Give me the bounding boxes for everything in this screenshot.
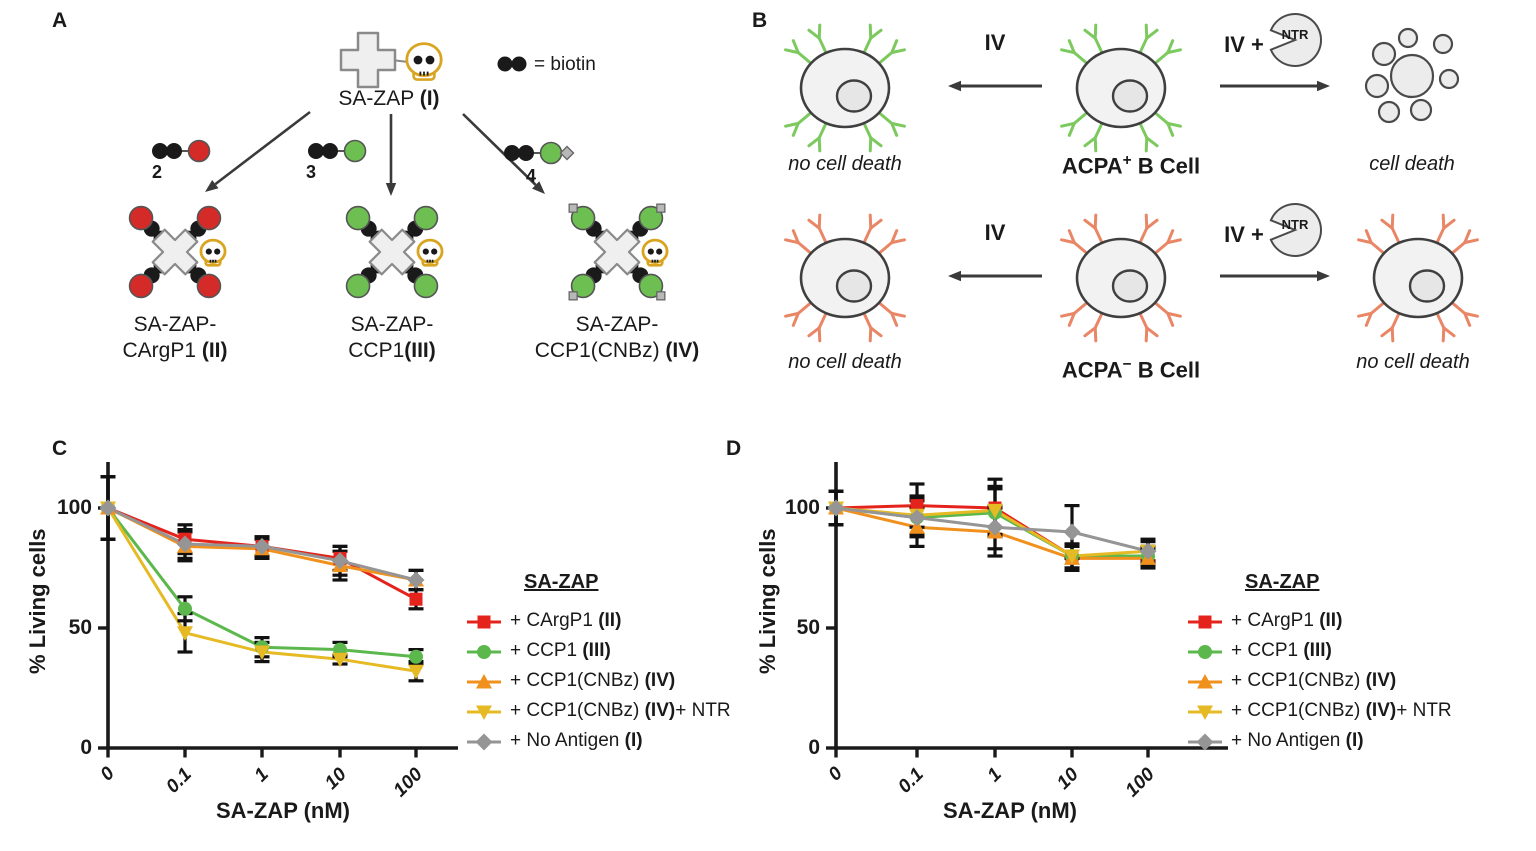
chart-C-legend-title: SA-ZAP bbox=[524, 571, 599, 593]
chart-D-ytick-0: 0 bbox=[808, 736, 820, 759]
row1-right-outcome-label: cell death bbox=[1369, 153, 1455, 175]
chart-D-legend-entry-2: + CCP1(CNBz) (IV) bbox=[1231, 670, 1397, 691]
chart-C-xlabel: SA-ZAP (nM) bbox=[215, 798, 351, 823]
chart-D-legend-entry-1: + CCP1 (III) bbox=[1231, 640, 1332, 661]
chart-D-legend-entry-3: + CCP1(CNBz) (IV)+ NTR bbox=[1231, 700, 1452, 721]
chart-D-ylabel: % Living cells bbox=[754, 528, 780, 674]
conjugate-ii-name-line2: CArgP1 (II) bbox=[122, 339, 228, 362]
sa-zap-label: SA-ZAP (I) bbox=[338, 87, 440, 110]
chart-C-legend-entry-3: + CCP1(CNBz) (IV)+ NTR bbox=[510, 700, 731, 721]
biotin-legend-label: = biotin bbox=[534, 54, 596, 75]
conjugate-iii-name-line2: CCP1(III) bbox=[348, 339, 436, 362]
chart-c-art bbox=[98, 462, 501, 758]
chart-C-ytick-100: 100 bbox=[56, 496, 92, 519]
row2-left-outcome-label: no cell death bbox=[788, 351, 902, 373]
chart-D-ytick-100: 100 bbox=[784, 496, 820, 519]
reagent-2-number: 2 bbox=[152, 162, 163, 182]
conjugate-iv-name-line1: SA-ZAP- bbox=[575, 313, 659, 336]
row1-left-arrow-label: IV bbox=[984, 30, 1006, 55]
row1-ntr-label: NTR bbox=[1281, 27, 1309, 42]
reagent-3-number: 3 bbox=[306, 162, 317, 182]
panel-b-art bbox=[784, 13, 1479, 343]
chart-d-art bbox=[826, 462, 1228, 758]
panel-c-letter: C bbox=[52, 437, 68, 460]
panel-a-art bbox=[128, 31, 669, 301]
conjugate-iii-name-line1: SA-ZAP- bbox=[350, 313, 434, 336]
chart-D-xlabel: SA-ZAP (nM) bbox=[942, 798, 1078, 823]
chart-C-ylabel: % Living cells bbox=[24, 528, 50, 674]
chart-C-ytick-0: 0 bbox=[80, 736, 92, 759]
conjugate-iv-name-line2: CCP1(CNBz) (IV) bbox=[534, 339, 700, 362]
chart-C-legend-entry-0: + CArgP1 (II) bbox=[510, 610, 622, 631]
reagent-4-number: 4 bbox=[526, 166, 537, 186]
row1-right-arrow-label: IV + bbox=[1224, 32, 1264, 57]
acpa-positive-label: ACPA+ B Cell bbox=[1061, 152, 1201, 179]
row2-ntr-label: NTR bbox=[1281, 217, 1309, 232]
chart-C-legend-entry-4: + No Antigen (I) bbox=[510, 730, 643, 751]
panel-b-letter: B bbox=[752, 9, 768, 32]
row2-right-outcome-label: no cell death bbox=[1356, 351, 1470, 373]
panel-a-letter: A bbox=[52, 9, 68, 32]
row1-left-outcome-label: no cell death bbox=[788, 153, 902, 175]
chart-C-legend-entry-1: + CCP1 (III) bbox=[510, 640, 611, 661]
row2-right-arrow-label: IV + bbox=[1224, 222, 1264, 247]
chart-C-legend-entry-2: + CCP1(CNBz) (IV) bbox=[510, 670, 676, 691]
chart-D-legend-entry-4: + No Antigen (I) bbox=[1231, 730, 1364, 751]
chart-D-ytick-50: 50 bbox=[796, 616, 820, 639]
row2-left-arrow-label: IV bbox=[984, 220, 1006, 245]
chart-C-ytick-50: 50 bbox=[68, 616, 92, 639]
chart-D-legend-title: SA-ZAP bbox=[1245, 571, 1320, 593]
conjugate-ii-name-line1: SA-ZAP- bbox=[133, 313, 217, 336]
chart-D-legend-entry-0: + CArgP1 (II) bbox=[1231, 610, 1343, 631]
acpa-negative-label: ACPA− B Cell bbox=[1061, 356, 1201, 383]
panel-d-letter: D bbox=[726, 437, 742, 460]
